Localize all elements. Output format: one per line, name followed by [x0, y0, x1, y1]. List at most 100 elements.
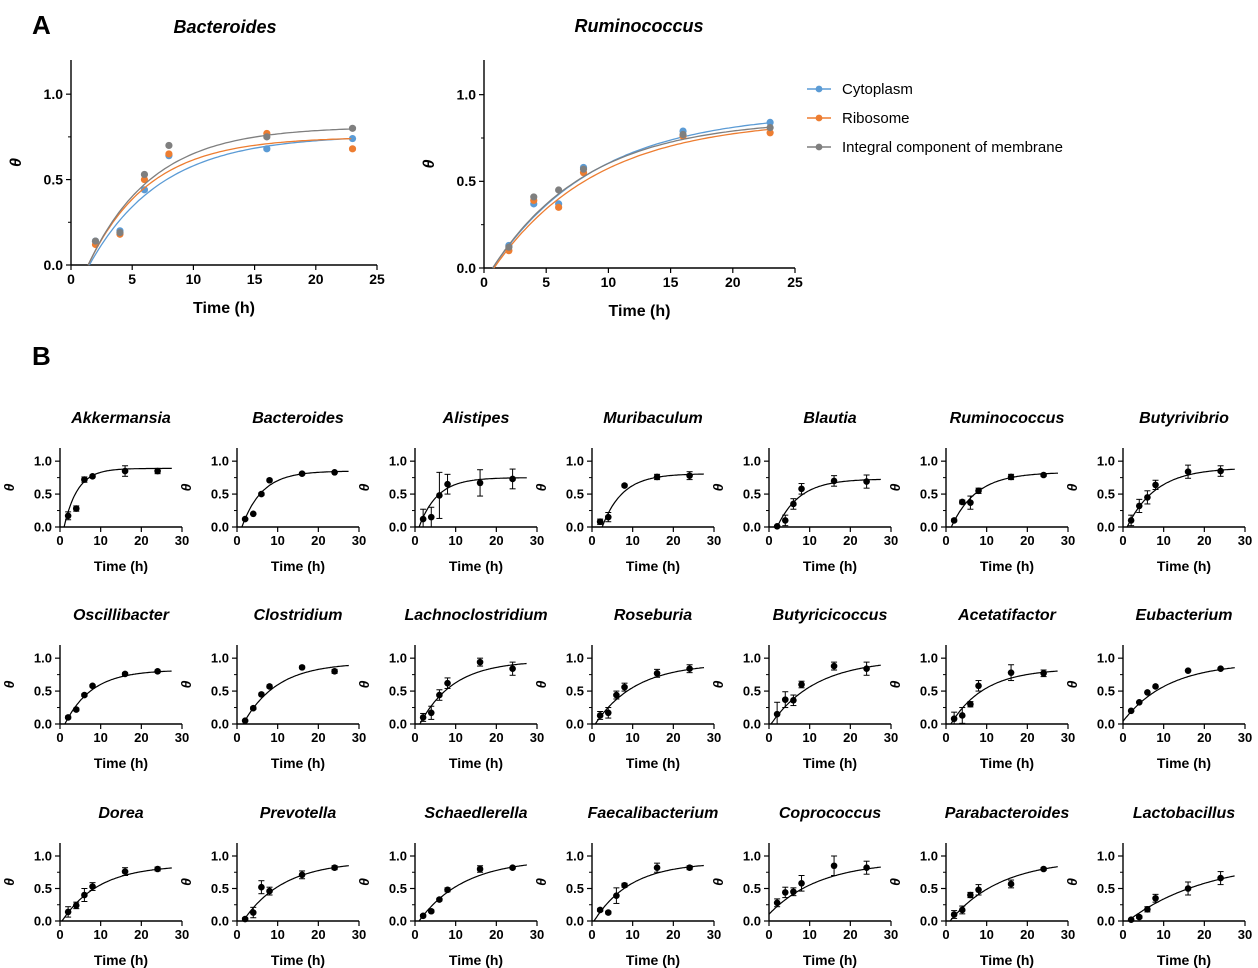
y-tick-label: 1.0	[743, 454, 761, 469]
x-tick-label: 20	[666, 533, 680, 548]
y-axis-label: θ	[887, 878, 903, 886]
data-point	[1135, 502, 1143, 510]
chart-title: Lachnoclostridium	[404, 607, 547, 624]
x-tick-label: 15	[663, 274, 679, 290]
x-tick-label: 0	[942, 533, 949, 548]
data-point	[604, 709, 612, 717]
x-axis-label: Time (h)	[271, 558, 325, 574]
x-tick-label: 0	[588, 533, 595, 548]
data-point	[555, 203, 563, 211]
y-tick-label: 1.0	[211, 651, 229, 666]
data-point	[596, 906, 604, 914]
x-tick-label: 30	[530, 730, 544, 745]
chart-b-6: Ruminococcus 0 10 20 30 0.0 0.5 1.0 Time (h) θ	[887, 410, 1075, 574]
legend-marker	[815, 114, 823, 122]
y-tick-label: 1.0	[457, 87, 477, 103]
data-point	[798, 681, 805, 688]
data-point	[596, 712, 604, 719]
data-point	[653, 473, 661, 481]
data-point	[1127, 707, 1135, 715]
chart-b-11: Roseburia 0 10 20 30 0.0 0.5 1.0 Time (h) θ	[533, 607, 721, 771]
data-point	[1152, 683, 1159, 690]
x-tick-label: 20	[1197, 927, 1211, 942]
data-point	[266, 683, 273, 690]
y-axis-label: θ	[1, 878, 17, 886]
x-tick-label: 10	[802, 533, 816, 548]
x-tick-label: 20	[489, 927, 503, 942]
data-point	[530, 193, 538, 201]
data-point	[436, 492, 443, 499]
y-tick-label: 0.0	[211, 520, 229, 535]
y-axis-label: θ	[8, 158, 25, 167]
fit-curve	[594, 667, 705, 725]
data-point	[1184, 468, 1192, 476]
x-tick-label: 10	[802, 730, 816, 745]
data-point	[505, 243, 513, 251]
data-point	[686, 472, 693, 479]
data-point	[89, 473, 96, 480]
chart-b-14: Eubacterium 0 10 20 30 0.0 0.5 1.0 Time (h) θ	[1064, 607, 1252, 771]
data-point	[258, 490, 265, 498]
chart-title: Parabacteroides	[945, 805, 1070, 822]
data-point	[72, 706, 80, 713]
y-axis-label: θ	[178, 680, 194, 688]
data-point	[331, 668, 338, 675]
x-tick-label: 20	[134, 927, 148, 942]
y-tick-label: 0.0	[211, 914, 229, 929]
chart-b-4: Muribaculum 0 10 20 30 0.0 0.5 1.0 Time (h) θ	[533, 410, 721, 574]
x-tick-label: 10	[625, 927, 639, 942]
x-tick-label: 0	[765, 730, 772, 745]
x-tick-label: 20	[1020, 730, 1034, 745]
y-axis-label: θ	[1064, 680, 1080, 688]
data-point	[1217, 665, 1224, 672]
x-tick-label: 0	[411, 730, 418, 745]
data-point	[621, 482, 628, 489]
x-tick-label: 20	[843, 533, 857, 548]
data-point	[348, 124, 357, 132]
data-point	[579, 165, 588, 173]
x-axis-label: Time (h)	[980, 558, 1034, 574]
x-tick-label: 10	[270, 730, 284, 745]
chart-title: Coprococcus	[779, 805, 881, 822]
x-tick-label: 20	[134, 533, 148, 548]
x-tick-label: 5	[542, 274, 550, 290]
y-tick-label: 0.0	[389, 717, 407, 732]
y-axis-label: θ	[1, 680, 17, 688]
data-point	[621, 881, 628, 889]
data-point	[790, 500, 797, 508]
chart-title: Muribaculum	[603, 410, 703, 427]
data-point	[1040, 865, 1047, 873]
y-tick-label: 1.0	[211, 454, 229, 469]
data-point	[64, 714, 72, 721]
chart-b-12: Butyricicoccus 0 10 20 30 0.0 0.5 1.0 Time (h) θ	[710, 607, 898, 771]
y-tick-label: 0.0	[743, 520, 761, 535]
x-tick-label: 0	[480, 274, 488, 290]
fit-curve	[1122, 667, 1235, 722]
chart-b-8: Oscillibacter 0 10 20 30 0.0 0.5 1.0 Time (h) θ	[1, 607, 189, 771]
fit-curve	[492, 126, 770, 269]
x-tick-label: 30	[884, 730, 898, 745]
data-point	[81, 476, 88, 483]
x-axis-label: Time (h)	[94, 558, 148, 574]
data-point	[241, 915, 249, 923]
data-point	[298, 664, 306, 671]
x-tick-label: 10	[93, 533, 107, 548]
y-tick-label: 0.0	[34, 914, 52, 929]
fit-curve	[1127, 875, 1235, 922]
data-point	[121, 670, 129, 678]
chart-a-2: Ruminococcus 0 5 10 15 20 25 0.0 0.5 1.0 Time (h) θ	[421, 16, 803, 320]
y-tick-label: 1.0	[920, 651, 938, 666]
y-tick-label: 0.5	[566, 881, 584, 896]
data-point	[1217, 467, 1224, 475]
x-axis-label: Time (h)	[803, 755, 857, 771]
y-tick-label: 1.0	[1097, 849, 1115, 864]
x-tick-label: 20	[1197, 533, 1211, 548]
chart-b-9: Clostridium 0 10 20 30 0.0 0.5 1.0 Time (h) θ	[178, 607, 366, 771]
x-tick-label: 10	[625, 730, 639, 745]
y-tick-label: 0.5	[44, 171, 64, 187]
chart-b-2: Bacteroides 0 10 20 30 0.0 0.5 1.0 Time (h) θ	[178, 410, 366, 574]
y-tick-label: 0.0	[34, 520, 52, 535]
data-point	[266, 887, 273, 895]
x-tick-label: 10	[1156, 927, 1170, 942]
y-tick-label: 0.0	[389, 520, 407, 535]
